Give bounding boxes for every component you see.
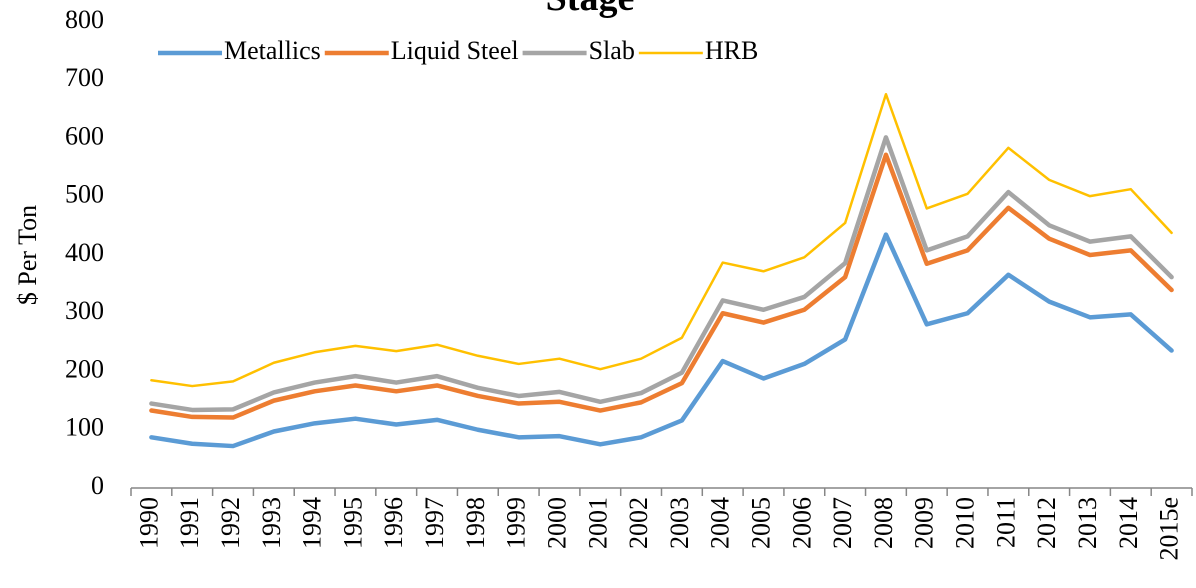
y-tick-label: 100	[65, 413, 104, 442]
x-tick-label: 1994	[298, 497, 327, 549]
chart-title: Stage	[546, 0, 635, 19]
y-tick-label: 500	[65, 180, 104, 209]
x-tick-label: 2013	[1073, 497, 1102, 549]
y-tick-label: 600	[65, 121, 104, 150]
x-tick-label: 2002	[624, 497, 653, 549]
y-axis-label: $ Per Ton	[13, 205, 42, 305]
x-tick-label: 2003	[665, 497, 694, 549]
x-tick-label: 1991	[175, 497, 204, 549]
x-tick-label: 1997	[420, 497, 449, 549]
y-tick-label: 0	[91, 471, 104, 500]
series-line	[149, 135, 1174, 413]
x-tick-label: 1996	[379, 497, 408, 549]
x-tick-label: 2005	[746, 497, 775, 549]
y-tick-label: 200	[65, 354, 104, 383]
y-tick-label: 800	[65, 5, 104, 34]
x-tick-label: 1992	[216, 497, 245, 549]
x-tick-label: 1990	[134, 497, 163, 549]
x-tick-label: 2006	[787, 497, 816, 549]
x-tick-label: 2001	[583, 497, 612, 549]
legend-label: Metallics	[224, 36, 321, 65]
series-line	[150, 92, 1173, 388]
x-tick-label: 2009	[910, 497, 939, 549]
x-tick-label: 2004	[706, 497, 735, 549]
x-tick-label: 2010	[951, 497, 980, 549]
x-tick-label: 2007	[828, 497, 857, 549]
x-tick-label: 2014	[1114, 497, 1143, 549]
x-tick-label: 1999	[502, 497, 531, 549]
x-tick-label: 2012	[1032, 497, 1061, 549]
legend-label: Slab	[589, 36, 635, 65]
x-tick-label: 2011	[991, 497, 1020, 548]
x-tick-label: 1998	[461, 497, 490, 549]
x-tick-label: 2015e	[1155, 497, 1184, 561]
y-tick-label: 400	[65, 238, 104, 267]
x-tick-label: 1995	[338, 497, 367, 549]
y-tick-label: 700	[65, 63, 104, 92]
x-tick-label: 2008	[869, 497, 898, 549]
series-line	[149, 232, 1174, 449]
x-tick-label: 2000	[542, 497, 571, 549]
series-line	[149, 152, 1174, 420]
legend-label: HRB	[705, 36, 758, 65]
legend-label: Liquid Steel	[391, 36, 519, 65]
y-tick-label: 300	[65, 296, 104, 325]
x-tick-label: 1993	[257, 497, 286, 549]
